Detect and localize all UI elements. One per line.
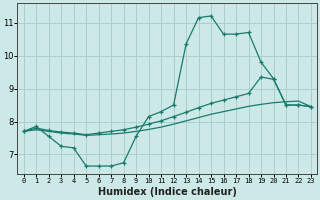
X-axis label: Humidex (Indice chaleur): Humidex (Indice chaleur) [98,187,237,197]
